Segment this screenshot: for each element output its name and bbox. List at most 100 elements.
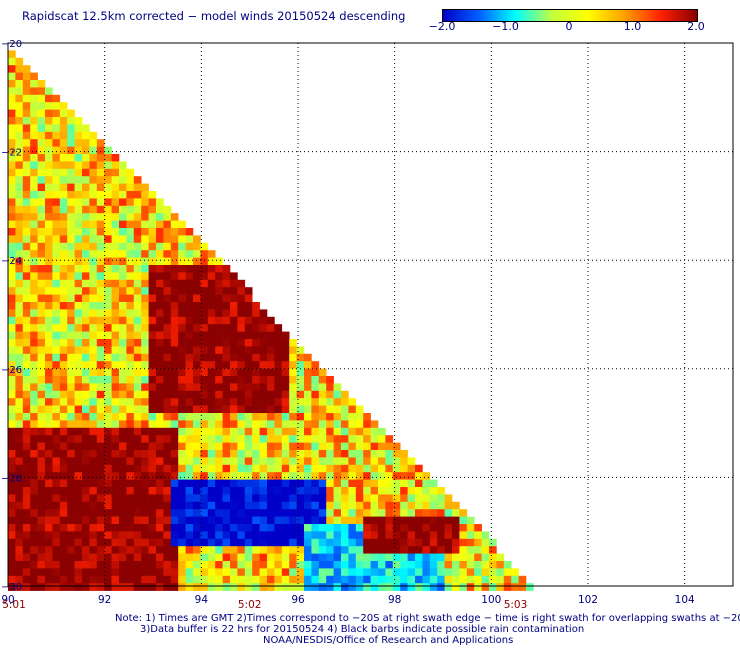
heatmap-cell: [289, 442, 297, 451]
heatmap-cell: [222, 279, 231, 288]
heatmap-cell: [244, 435, 253, 443]
heatmap-cell: [400, 450, 408, 458]
heatmap-cell: [141, 257, 149, 266]
heatmap-cell: [141, 553, 149, 562]
heatmap-cell: [163, 457, 172, 466]
heatmap-cell: [326, 457, 334, 466]
heatmap-cell: [119, 168, 127, 177]
heatmap-cell: [141, 205, 149, 214]
heatmap-cell: [237, 479, 246, 488]
heatmap-cell: [207, 420, 216, 429]
heatmap-cell: [185, 487, 194, 495]
heatmap-cell: [304, 442, 312, 451]
x-tick-label: 104: [675, 594, 695, 606]
heatmap-cell: [170, 361, 179, 369]
heatmap-cell: [148, 435, 157, 443]
heatmap-cell: [296, 487, 305, 495]
heatmap-cell: [104, 405, 112, 414]
heatmap-cell: [185, 457, 194, 466]
heatmap-cell: [318, 405, 327, 414]
heatmap-cell: [82, 450, 90, 458]
heatmap-cell: [281, 509, 290, 517]
heatmap-cell: [74, 339, 83, 347]
heatmap-cell: [45, 516, 53, 525]
heatmap-cell: [133, 213, 142, 221]
heatmap-cell: [252, 568, 260, 577]
heatmap-cell: [8, 331, 16, 340]
heatmap-cell: [52, 531, 61, 540]
heatmap-cell: [326, 553, 334, 562]
heatmap-cell: [74, 494, 83, 503]
heatmap-cell: [215, 405, 223, 414]
heatmap-cell: [89, 546, 98, 554]
heatmap-cell: [407, 494, 416, 503]
heatmap-cell: [15, 353, 24, 362]
heatmap-cell: [289, 457, 297, 466]
heatmap-cell: [111, 235, 120, 244]
heatmap-cell: [104, 279, 112, 288]
heatmap-cell: [311, 568, 320, 577]
heatmap-cell: [15, 472, 24, 480]
heatmap-cell: [237, 287, 246, 295]
x-tick-label: 90: [1, 594, 14, 606]
heatmap-cell: [355, 420, 364, 429]
heatmap-cell: [207, 383, 216, 392]
heatmap-cell: [444, 531, 453, 540]
heatmap-cell: [104, 583, 112, 591]
heatmap-cell: [296, 353, 305, 362]
heatmap-cell: [348, 442, 357, 451]
heatmap-cell: [333, 531, 342, 540]
heatmap-cell: [111, 501, 120, 510]
heatmap-cell: [511, 575, 519, 584]
heatmap-cell: [104, 509, 112, 517]
heatmap-cell: [296, 509, 305, 517]
heatmap-cell: [200, 531, 209, 540]
heatmap-cell: [89, 294, 98, 303]
heatmap-cell: [407, 553, 416, 562]
heatmap-cell: [185, 265, 194, 273]
heatmap-cell: [52, 124, 61, 133]
heatmap-cell: [126, 553, 135, 562]
heatmap-cell: [133, 346, 142, 355]
heatmap-cell: [119, 390, 127, 399]
heatmap-cell: [141, 235, 149, 244]
heatmap-cell: [311, 538, 320, 547]
heatmap-cell: [119, 575, 127, 584]
heatmap-cell: [370, 487, 379, 495]
heatmap-cell: [59, 583, 68, 591]
heatmap-cell: [74, 302, 83, 310]
heatmap-cell: [96, 228, 105, 236]
heatmap-cell: [133, 524, 142, 532]
heatmap-cell: [22, 183, 31, 192]
heatmap-cell: [37, 131, 46, 140]
heatmap-cell: [67, 205, 75, 214]
heatmap-cell: [22, 516, 31, 525]
heatmap-cell: [215, 257, 223, 266]
heatmap-cell: [45, 405, 53, 414]
heatmap-cell: [111, 191, 120, 199]
heatmap-cell: [104, 228, 112, 236]
heatmap-cell: [252, 302, 260, 310]
heatmap-cell: [237, 546, 246, 554]
heatmap-cell: [237, 509, 246, 517]
heatmap-cell: [200, 309, 209, 318]
heatmap-cell: [274, 524, 283, 532]
heatmap-cell: [82, 435, 90, 443]
heatmap-cell: [37, 242, 46, 251]
heatmap-cell: [355, 561, 364, 569]
heatmap-cell: [178, 398, 186, 406]
heatmap-cell: [37, 191, 46, 199]
heatmap-cell: [215, 346, 223, 355]
heatmap-cell: [230, 287, 238, 295]
y-tick-label: −20: [1, 39, 22, 50]
heatmap-cell: [22, 213, 31, 221]
heatmap-cell: [126, 176, 135, 184]
heatmap-cell: [230, 561, 238, 569]
heatmap-cell: [170, 553, 179, 562]
heatmap-cell: [52, 553, 61, 562]
heatmap-cell: [156, 294, 164, 303]
heatmap-cell: [170, 242, 179, 251]
heatmap-cell: [289, 435, 297, 443]
heatmap-cell: [15, 561, 24, 569]
heatmap-cell: [422, 575, 431, 584]
